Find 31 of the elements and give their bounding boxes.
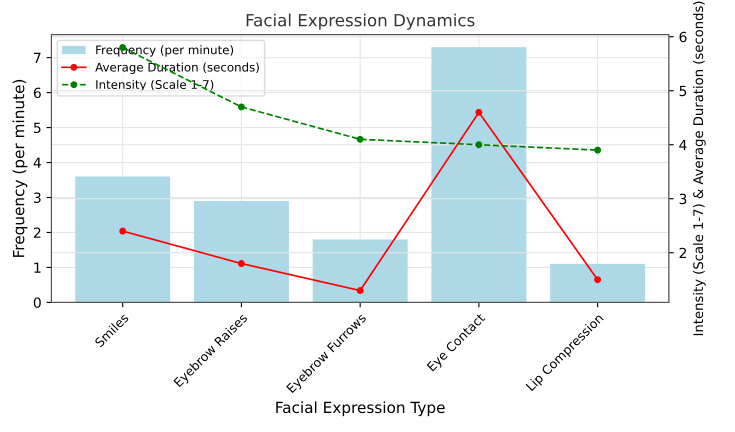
chart-title: Facial Expression Dynamics	[246, 14, 474, 30]
y-tick-label: 5	[34, 122, 41, 134]
bar	[312, 239, 408, 302]
y-tick-label: 3	[34, 192, 41, 203]
point	[594, 146, 602, 154]
point	[475, 108, 482, 116]
point	[238, 103, 245, 110]
bar	[75, 176, 170, 302]
bar	[550, 264, 646, 302]
point	[119, 228, 126, 235]
point	[594, 276, 602, 284]
x-axis-title: Facial Expression Type	[276, 401, 445, 416]
y-tick-label: 7	[34, 52, 41, 63]
y2-tick-label: 4	[679, 140, 687, 150]
y2-tick-label: 2	[680, 248, 686, 258]
y2-axis-title: Intensity (Scale 1-7) & Average Duration (seconds)	[692, 2, 706, 336]
point	[475, 141, 482, 148]
y-tick-label: 1	[34, 262, 40, 273]
y2-tick-label: 6	[680, 32, 687, 42]
point	[356, 136, 364, 143]
y-tick-label: 2	[34, 227, 40, 238]
y-tick-label: 0	[34, 297, 41, 308]
y-tick-label: 6	[34, 88, 41, 98]
bar	[194, 201, 289, 302]
y2-tick-label: 3	[680, 194, 686, 204]
y-axis-title: Frequency (per minute)	[12, 80, 28, 257]
bar	[431, 47, 526, 302]
y2-tick-label: 5	[680, 86, 686, 96]
point	[238, 260, 245, 267]
point	[356, 287, 364, 294]
y-tick-label: 4	[34, 158, 41, 168]
